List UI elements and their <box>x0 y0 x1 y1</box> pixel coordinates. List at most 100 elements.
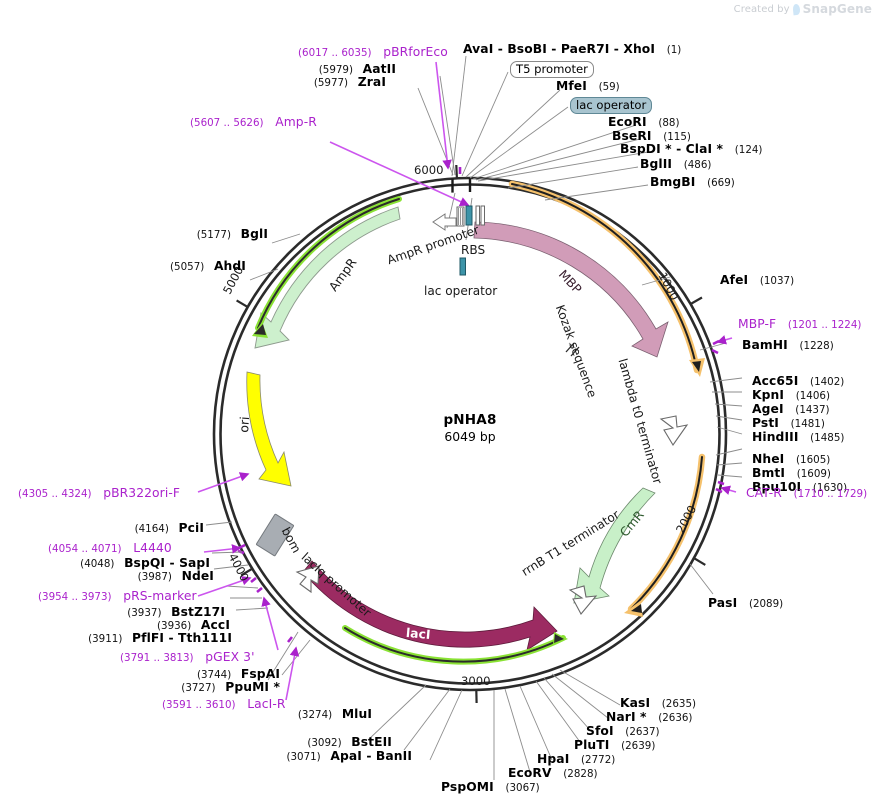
enzyme-label-bglii[interactable]: BglII (486) <box>640 158 711 171</box>
enzyme-label-afei[interactable]: AfeI (1037) <box>720 274 794 287</box>
enzyme-name: HpaI <box>537 752 570 766</box>
enzyme-position: (1481) <box>790 418 825 430</box>
primer-label-l4440[interactable]: (4054 .. 4071) L4440 <box>48 542 172 555</box>
plasmid-title-block: pNHA8 6049 bp <box>390 412 550 444</box>
enzyme-label-nhei[interactable]: NheI (1605) <box>752 453 830 466</box>
enzyme-label-ppumi[interactable]: (3727) PpuMI * <box>150 681 280 694</box>
primer-arc-ampr-region <box>252 196 402 338</box>
enzyme-name: BmgBI <box>650 175 696 189</box>
enzyme-name: SfoI <box>586 724 614 738</box>
enzyme-name: BamHI <box>742 338 788 352</box>
enzyme-label-hindiii[interactable]: HindIII (1485) <box>752 431 844 444</box>
enzyme-name: BseRI <box>612 129 652 143</box>
enzyme-label-ecorv[interactable]: EcoRV (2828) <box>508 767 598 780</box>
enzyme-label-sfoi[interactable]: SfoI (2637) <box>586 725 660 738</box>
primer-label-mbp-f[interactable]: MBP-F (1201 .. 1224) <box>738 318 861 331</box>
feature-glyphs-top <box>432 205 485 276</box>
enzyme-label-bpu10i[interactable]: Bpu10I (1630) <box>752 481 847 494</box>
primer-label-pbrforeco[interactable]: (6017 .. 6035) pBRforEco <box>298 46 448 59</box>
enzyme-label-pcii[interactable]: (4164) PciI <box>84 522 204 535</box>
enzyme-position: (1406) <box>795 390 830 402</box>
enzyme-label-apai-banii[interactable]: (3071) ApaI - BanII <box>262 750 412 763</box>
enzyme-label-bmgbi[interactable]: BmgBI (669) <box>650 176 735 189</box>
enzyme-position: (2635) <box>661 698 697 710</box>
enzyme-label-mlui[interactable]: (3274) MluI <box>262 708 372 721</box>
callout-t5-promoter[interactable]: T5 promoter <box>510 61 594 79</box>
enzyme-name: AvaI - BsoBI - PaeR7I - XhoI <box>463 42 656 56</box>
enzyme-label-bspqi-sapi[interactable]: (4048) BspQI - SapI <box>34 557 210 570</box>
enzyme-name: PluTI <box>574 738 610 752</box>
enzyme-name: BmtI <box>752 466 786 480</box>
enzyme-label-pflfi-tth111i[interactable]: (3911) PflFI - Tth111I <box>70 632 232 645</box>
feature-arc-mbp <box>473 221 669 358</box>
callout-lac-operator[interactable]: lac operator <box>570 97 653 115</box>
enzyme-position: (3092) <box>307 737 342 749</box>
enzyme-label-bgli[interactable]: (5177) BglI <box>138 228 268 241</box>
primer-label-cat-r[interactable]: CAT-R (1710 .. 1729) <box>746 487 867 500</box>
enzyme-name: BspDI * - ClaI * <box>620 142 724 156</box>
enzyme-position: (3727) <box>181 682 216 694</box>
enzyme-label-bspdi-clai[interactable]: BspDI * - ClaI * (124) <box>620 143 762 156</box>
enzyme-name: EcoRI <box>608 115 647 129</box>
enzyme-label-agei[interactable]: AgeI (1437) <box>752 403 830 416</box>
enzyme-label-acci[interactable]: (3936) AccI <box>100 619 230 632</box>
enzyme-label-psti[interactable]: PstI (1481) <box>752 417 825 430</box>
enzyme-name: PasI <box>708 596 738 610</box>
enzyme-name: FspAI <box>240 667 280 681</box>
enzyme-position: (3937) <box>127 607 162 619</box>
enzyme-name: MluI <box>341 707 372 721</box>
enzyme-position: (3744) <box>196 669 232 681</box>
enzyme-label-bseri[interactable]: BseRI (115) <box>612 130 691 143</box>
enzyme-position: (124) <box>734 144 763 156</box>
enzyme-label-fspai[interactable]: (3744) FspAI <box>150 668 280 681</box>
primer-name: pGEX 3' <box>205 650 255 664</box>
enzyme-label-ecori[interactable]: EcoRI (88) <box>608 116 679 129</box>
enzyme-label-kpni[interactable]: KpnI (1406) <box>752 389 830 402</box>
promoter-laciq-glyph <box>295 565 320 594</box>
enzyme-name: NheI <box>752 452 785 466</box>
enzyme-label-pasi[interactable]: PasI (2089) <box>708 597 783 610</box>
primer-name: pBR322ori-F <box>103 486 181 500</box>
enzyme-name: NdeI <box>181 569 214 583</box>
enzyme-position: (486) <box>683 159 712 171</box>
enzyme-label-hpai[interactable]: HpaI (2772) <box>537 753 615 766</box>
enzyme-name: PstI <box>752 416 779 430</box>
enzyme-label-zrai[interactable]: (5977) ZraI <box>286 76 386 89</box>
feature-arc-ori <box>246 371 292 487</box>
primer-label-laci-r[interactable]: (3591 .. 3610) LacI-R <box>162 698 286 711</box>
primer-label-amp-r[interactable]: (5607 .. 5626) Amp-R <box>190 116 317 129</box>
primer-label-pbr322ori-f[interactable]: (4305 .. 4324) pBR322ori-F <box>18 487 180 500</box>
primer-label-prs-marker[interactable]: (3954 .. 3973) pRS-marker <box>38 590 197 603</box>
enzyme-name: PciI <box>178 521 204 535</box>
enzyme-label-kasi[interactable]: KasI (2635) <box>620 697 696 710</box>
enzyme-label-bmti[interactable]: BmtI (1609) <box>752 467 831 480</box>
enzyme-label-mfei[interactable]: MfeI (59) <box>556 80 620 93</box>
enzyme-label-ahdi[interactable]: (5057) AhdI <box>116 260 246 273</box>
enzyme-position: (1402) <box>810 376 845 388</box>
enzyme-position: (2772) <box>581 754 616 766</box>
enzyme-label-bstz17i[interactable]: (3937) BstZ17I <box>80 606 225 619</box>
enzyme-label-pspomi[interactable]: PspOMI (3067) <box>441 781 540 794</box>
primer-leader-lines <box>197 61 737 701</box>
enzyme-position: (5979) <box>318 64 353 76</box>
enzyme-label-acc65i[interactable]: Acc65I (1402) <box>752 375 844 388</box>
enzyme-label-avai-group[interactable]: AvaI - BsoBI - PaeR7I - XhoI (1) <box>463 43 681 56</box>
enzyme-position: (1485) <box>810 432 845 444</box>
primer-label-pgex-3[interactable]: (3791 .. 3813) pGEX 3' <box>120 651 255 664</box>
enzyme-label-pluti[interactable]: PluTI (2639) <box>574 739 655 752</box>
enzyme-label-aatii[interactable]: (5979) AatII <box>296 63 396 76</box>
enzyme-position: (5977) <box>313 77 349 89</box>
enzyme-name: ApaI - BanII <box>330 749 412 763</box>
enzyme-label-nari[interactable]: NarI * (2636) <box>606 711 692 724</box>
enzyme-position: (1630) <box>812 482 848 494</box>
feature-arc-ampr <box>254 206 401 349</box>
primer-range: (1201 .. 1224) <box>787 319 862 331</box>
primer-arc-orange-lower <box>624 453 706 617</box>
enzyme-label-bamhi[interactable]: BamHI (1228) <box>742 339 834 352</box>
enzyme-position: (115) <box>663 131 691 143</box>
enzyme-name: EcoRV <box>508 766 552 780</box>
enzyme-label-bsteii[interactable]: (3092) BstEII <box>262 736 392 749</box>
enzyme-position: (3274) <box>297 709 333 721</box>
enzyme-label-ndei[interactable]: (3987) NdeI <box>90 570 214 583</box>
enzyme-position: (88) <box>658 117 680 129</box>
